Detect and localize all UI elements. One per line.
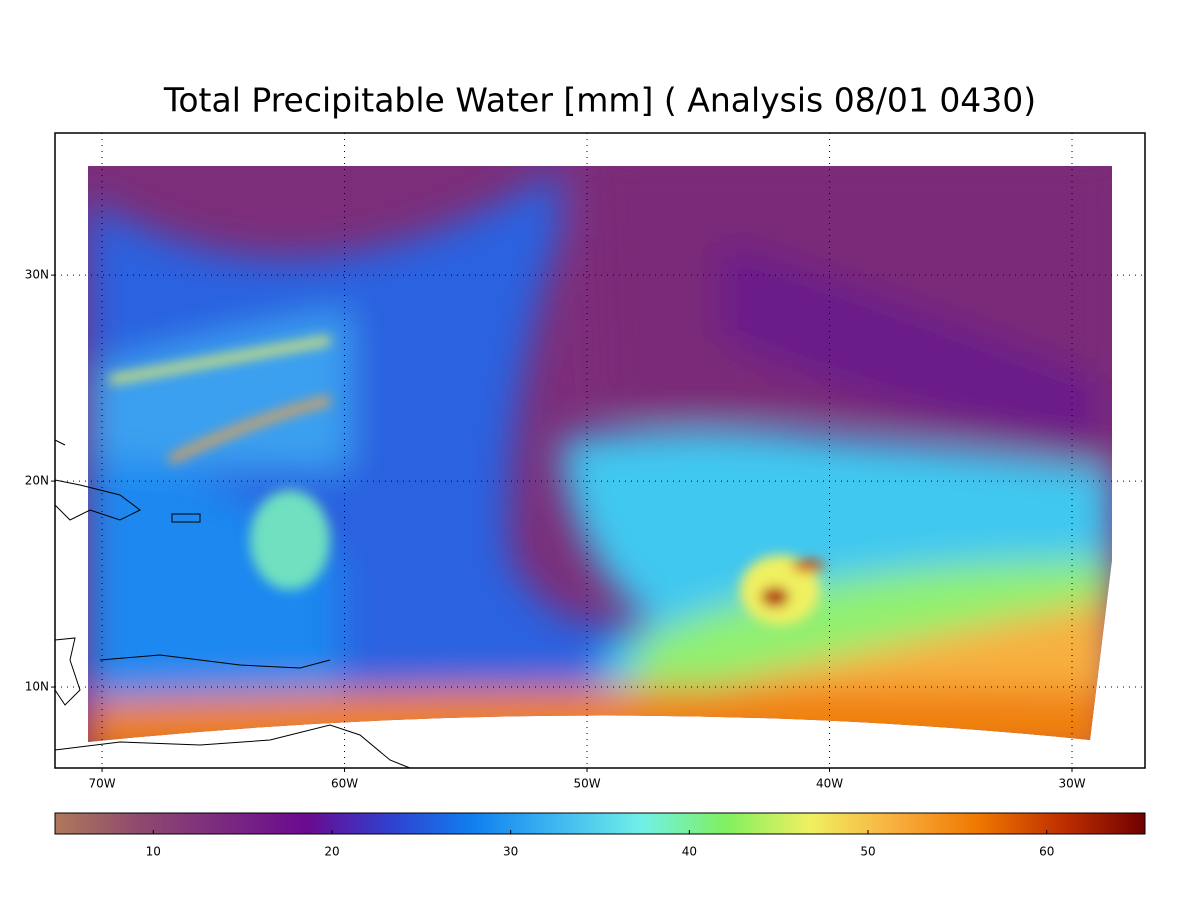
map-frame (54, 132, 1146, 769)
colorbar-label: 50 (860, 845, 875, 859)
y-tick-label: 10N (25, 680, 49, 694)
x-tick-label: 50W (573, 777, 600, 791)
y-tick-label: 20N (25, 474, 49, 488)
coastlines (54, 439, 411, 769)
colorbar-label: 40 (682, 845, 697, 859)
colorbar-label: 10 (146, 845, 161, 859)
title: Total Precipitable Water [mm] ( Analysis… (163, 81, 1036, 120)
y-tick-label: 30N (25, 268, 49, 282)
colorbar-label: 30 (503, 845, 518, 859)
colorbar (54, 812, 1146, 835)
colorbar-label: 20 (324, 845, 339, 859)
x-tick-label: 70W (88, 777, 115, 791)
x-tick-label: 60W (331, 777, 358, 791)
tpw-field (88, 166, 1112, 742)
colorbar-label: 60 (1039, 845, 1054, 859)
x-tick-label: 30W (1058, 777, 1085, 791)
x-tick-label: 40W (816, 777, 843, 791)
